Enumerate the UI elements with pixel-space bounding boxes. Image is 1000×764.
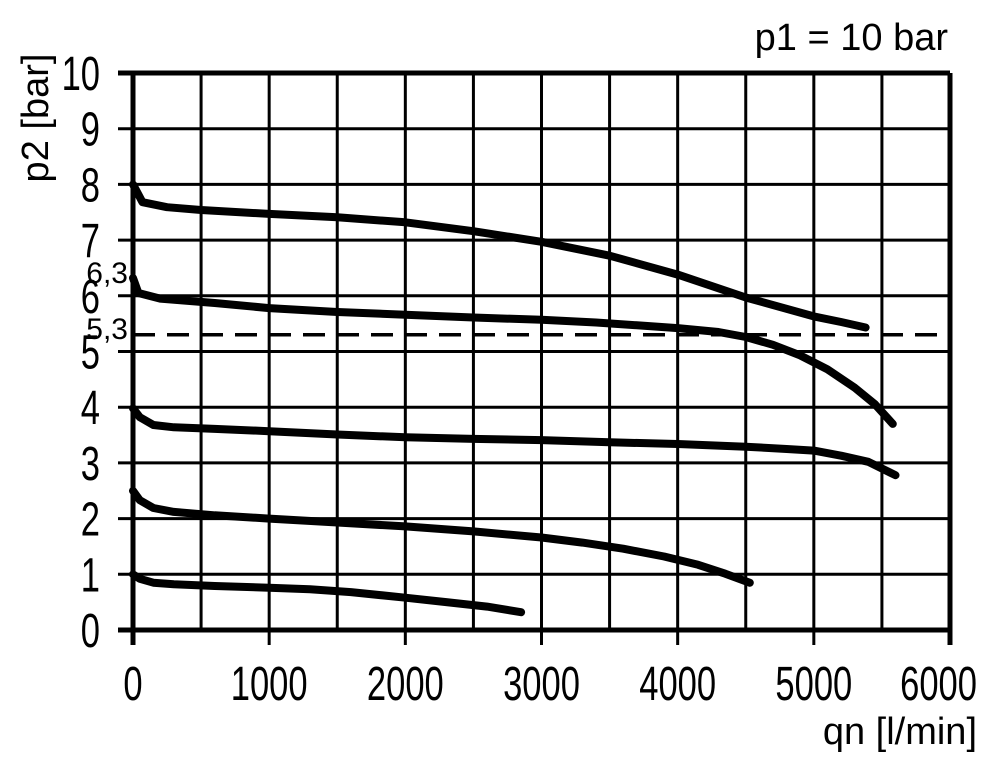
y-tick-label: 3 — [81, 436, 100, 490]
curve-start-4-bar — [129, 404, 900, 480]
x-tick-label: 0 — [123, 656, 142, 710]
y-extra-label: 5,3 — [86, 313, 128, 346]
y-tick-label: 5 — [81, 325, 100, 379]
curve-layer — [129, 180, 900, 617]
y-tick-label: 6 — [81, 269, 100, 323]
y-tick-label: 9 — [81, 102, 100, 156]
y-tick-label: 4 — [81, 381, 100, 435]
y-extra-label: 6,3 — [86, 257, 128, 290]
y-tick-label: 7 — [81, 213, 100, 267]
chart-title: p1 = 10 bar — [755, 17, 949, 59]
x-tick-label: 5000 — [775, 656, 852, 710]
x-tick-label: 1000 — [231, 656, 308, 710]
x-axis-title: qn [l/min] — [823, 711, 977, 753]
curve-start-1-bar — [129, 570, 526, 617]
curve-start-8-bar — [129, 180, 870, 332]
x-tick-label: 2000 — [367, 656, 444, 710]
y-axis-title: p2 [bar] — [15, 54, 57, 183]
x-tick-label: 4000 — [639, 656, 716, 710]
x-tick-label: 6000 — [900, 656, 977, 710]
y-tick-label: 10 — [62, 46, 100, 100]
y-tick-label: 8 — [81, 158, 100, 212]
x-tick-label: 3000 — [503, 656, 580, 710]
y-tick-label: 1 — [81, 548, 100, 602]
y-tick-label: 2 — [81, 492, 100, 546]
curve-start-6.3-bar — [129, 274, 897, 428]
y-tick-label: 0 — [81, 603, 100, 657]
grid-layer — [118, 70, 953, 645]
curve-start-2.5-bar — [129, 486, 754, 587]
